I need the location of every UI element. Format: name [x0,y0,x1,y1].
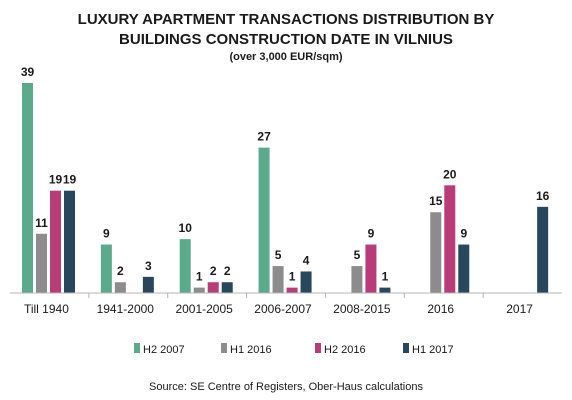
bar-3-2 [193,287,205,293]
value-label-6-2: 15 [429,194,443,208]
bar-2-1 [100,244,112,293]
legend: H2 2007 H1 2016 H2 2016 H1 2017 [134,343,454,356]
bar-3-1 [179,239,191,293]
value-label-6-3: 20 [443,167,457,181]
value-label-1-2: 11 [35,216,48,230]
value-label-1-3: 19 [49,173,63,187]
chart-title-line-2: BUILDINGS CONSTRUCTION DATE IN VILNIUS [119,31,453,48]
bar-4-4 [300,271,312,293]
bar-5-2 [351,266,363,293]
value-label-3-2: 1 [196,270,203,284]
value-label-3-3: 2 [210,264,217,278]
category-label-2: 1941-2000 [97,302,155,316]
bar-3-4 [221,282,233,293]
bar-2-4 [142,276,154,293]
value-label-2-4: 3 [145,259,152,273]
bar-1-4 [64,190,75,293]
category-label-3: 2001-2005 [175,302,233,316]
value-label-4-1: 27 [257,130,271,144]
value-label-1-1: 39 [21,65,35,79]
value-label-4-4: 4 [303,253,310,267]
legend-label-3: H2 2016 [324,344,366,356]
bar-4-3 [286,287,298,293]
category-label-4: 2006-2007 [254,302,312,316]
bar-6-3 [444,185,456,293]
category-labels-group: Till 1940 1941-2000 2001-2005 2006-2007 2008… [24,302,533,316]
category-label-7: 2017 [506,302,533,316]
value-label-4-2: 5 [275,248,282,262]
bar-2-2 [114,282,126,293]
bar-3-3 [207,282,219,293]
bar-4-2 [272,266,284,293]
value-label-3-4: 2 [224,264,231,278]
bar-5-4 [379,287,391,293]
bar-7-4 [537,206,549,293]
value-label-2-2: 2 [117,264,124,278]
bar-1-2 [36,233,47,293]
value-label-5-3: 9 [368,227,375,241]
bar-6-2 [430,212,442,293]
legend-label-2: H1 2016 [230,344,272,356]
legend-label-4: H1 2017 [412,344,454,356]
legend-swatch-1 [134,343,140,353]
legend-swatch-2 [221,343,227,353]
value-label-4-3: 1 [289,270,296,284]
value-label-2-1: 9 [103,227,110,241]
category-label-6: 2016 [427,302,454,316]
category-label-5: 2008-2015 [333,302,391,316]
bar-6-4 [458,244,470,293]
value-label-3-1: 10 [179,221,193,235]
bar-4-1 [258,147,270,293]
chart-title-line-1: LUXURY APARTMENT TRANSACTIONS DISTRIBUTI… [78,11,495,28]
chart-subtitle: (over 3,000 EUR/sqm) [229,51,342,63]
legend-label-1: H2 2007 [143,344,185,356]
source-note: Source: SE Centre of Registers, Ober-Hau… [149,381,423,393]
bar-1-3 [50,190,61,293]
legend-swatch-3 [315,343,321,353]
category-label-1: Till 1940 [24,302,69,316]
bar-5-3 [365,244,377,293]
x-axis-ticks [88,293,484,298]
legend-swatch-4 [403,343,409,353]
value-label-5-2: 5 [354,248,361,262]
bar-1-1 [22,83,33,293]
value-label-5-4: 1 [382,270,389,284]
bars-group [22,83,549,293]
value-label-1-4: 19 [63,173,77,187]
value-label-7-4: 16 [536,189,550,203]
value-label-6-4: 9 [460,227,467,241]
